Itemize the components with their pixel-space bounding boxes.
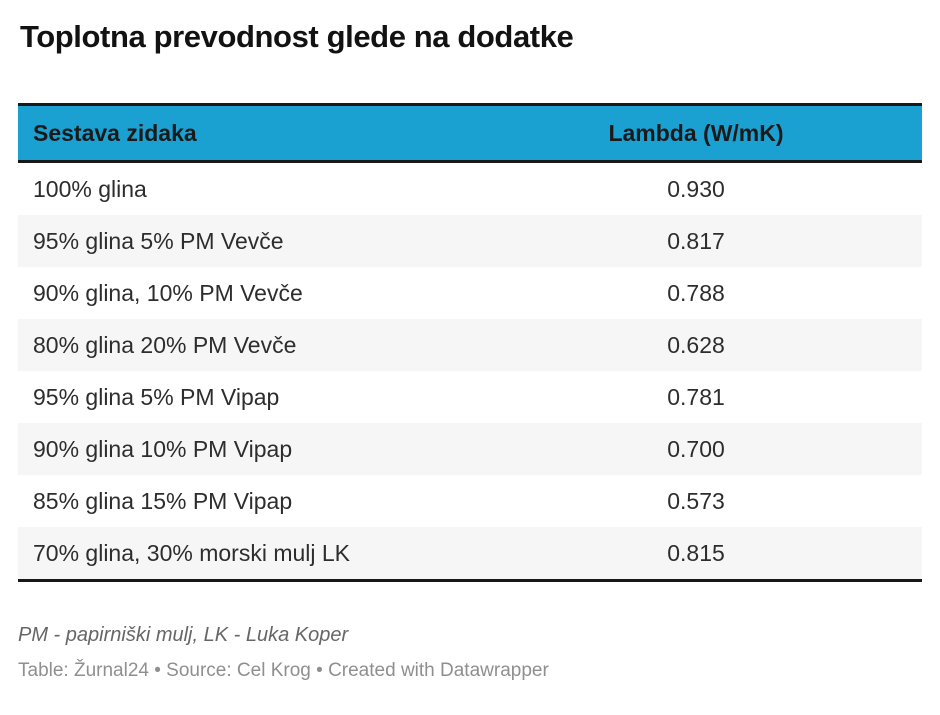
cell-lambda: 0.573: [667, 487, 725, 514]
table-row: 70% glina, 30% morski mulj LK 0.815: [18, 527, 922, 579]
cell-sestava: 70% glina, 30% morski mulj LK: [33, 539, 351, 566]
data-table: Sestava zidaka Lambda (W/mK) 100% glina …: [18, 103, 922, 582]
cell-lambda: 0.700: [667, 435, 725, 462]
cell-sestava: 100% glina: [33, 175, 147, 202]
cell-sestava: 80% glina 20% PM Vevče: [33, 331, 297, 358]
page-title: Toplotna prevodnost glede na dodatke: [20, 19, 574, 54]
cell-lambda: 0.815: [667, 539, 725, 566]
table-row: 90% glina, 10% PM Vevče 0.788: [18, 267, 922, 319]
column-header-lambda: Lambda (W/mK): [608, 119, 784, 146]
table-row: 85% glina 15% PM Vipap 0.573: [18, 475, 922, 527]
table-body: 100% glina 0.930 95% glina 5% PM Vevče 0…: [18, 163, 922, 579]
cell-sestava: 85% glina 15% PM Vipap: [33, 487, 293, 514]
cell-lambda: 0.930: [667, 175, 725, 202]
cell-sestava: 95% glina 5% PM Vipap: [33, 383, 280, 410]
table-row: 90% glina 10% PM Vipap 0.700: [18, 423, 922, 475]
column-header-sestava: Sestava zidaka: [33, 119, 197, 146]
table-row: 95% glina 5% PM Vevče 0.817: [18, 215, 922, 267]
cell-lambda: 0.781: [667, 383, 725, 410]
attribution: Table: Žurnal24 • Source: Cel Krog • Cre…: [18, 660, 549, 681]
cell-lambda: 0.628: [667, 331, 725, 358]
cell-sestava: 95% glina 5% PM Vevče: [33, 227, 284, 254]
table-row: 80% glina 20% PM Vevče 0.628: [18, 319, 922, 371]
cell-lambda: 0.788: [667, 279, 725, 306]
table-row: 95% glina 5% PM Vipap 0.781: [18, 371, 922, 423]
cell-sestava: 90% glina, 10% PM Vevče: [33, 279, 303, 306]
cell-lambda: 0.817: [667, 227, 725, 254]
footnote: PM - papirniški mulj, LK - Luka Koper: [18, 624, 349, 646]
table-row: 100% glina 0.930: [18, 163, 922, 215]
table-header-row: Sestava zidaka Lambda (W/mK): [18, 106, 922, 163]
cell-sestava: 90% glina 10% PM Vipap: [33, 435, 293, 462]
